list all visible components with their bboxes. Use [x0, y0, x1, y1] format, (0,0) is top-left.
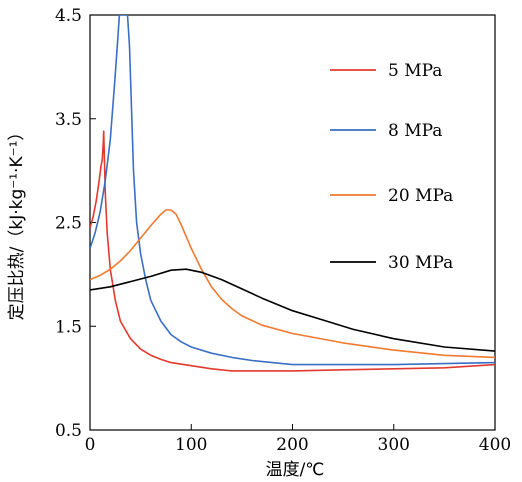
y-axis-label: 定压比热/（kJ·kg⁻¹·K⁻¹） — [7, 124, 27, 321]
y-tick-label: 2.5 — [55, 214, 82, 234]
legend-label-5-mpa: 5 MPa — [388, 61, 442, 81]
x-tick-label: 200 — [276, 435, 308, 455]
y-tick-label: 0.5 — [55, 421, 82, 441]
series-line-30-mpa — [90, 268, 495, 352]
y-axis-ticks: 0.5 1.5 2.5 3.5 4.5 — [55, 6, 96, 441]
y-tick-label: 4.5 — [55, 6, 82, 26]
x-tick-label: 300 — [378, 435, 410, 455]
y-tick-label: 3.5 — [55, 110, 82, 130]
x-tick-label: 400 — [479, 435, 511, 455]
series-line-8-mpa — [90, 15, 495, 366]
x-axis-ticks: 0 100 200 300 400 — [85, 424, 511, 455]
legend: 5 MPa 8 MPa 20 MPa 30 MPa — [330, 61, 453, 273]
y-tick-label: 1.5 — [55, 317, 82, 337]
legend-label-30-mpa: 30 MPa — [388, 253, 453, 273]
x-axis-label: 温度/℃ — [266, 460, 325, 480]
legend-label-8-mpa: 8 MPa — [388, 121, 442, 141]
legend-label-20-mpa: 20 MPa — [388, 186, 453, 206]
x-tick-label: 0 — [85, 435, 96, 455]
series-line-5-mpa — [90, 130, 495, 372]
series-line-20-mpa — [90, 209, 495, 359]
x-tick-label: 100 — [175, 435, 207, 455]
series-group — [90, 15, 495, 372]
